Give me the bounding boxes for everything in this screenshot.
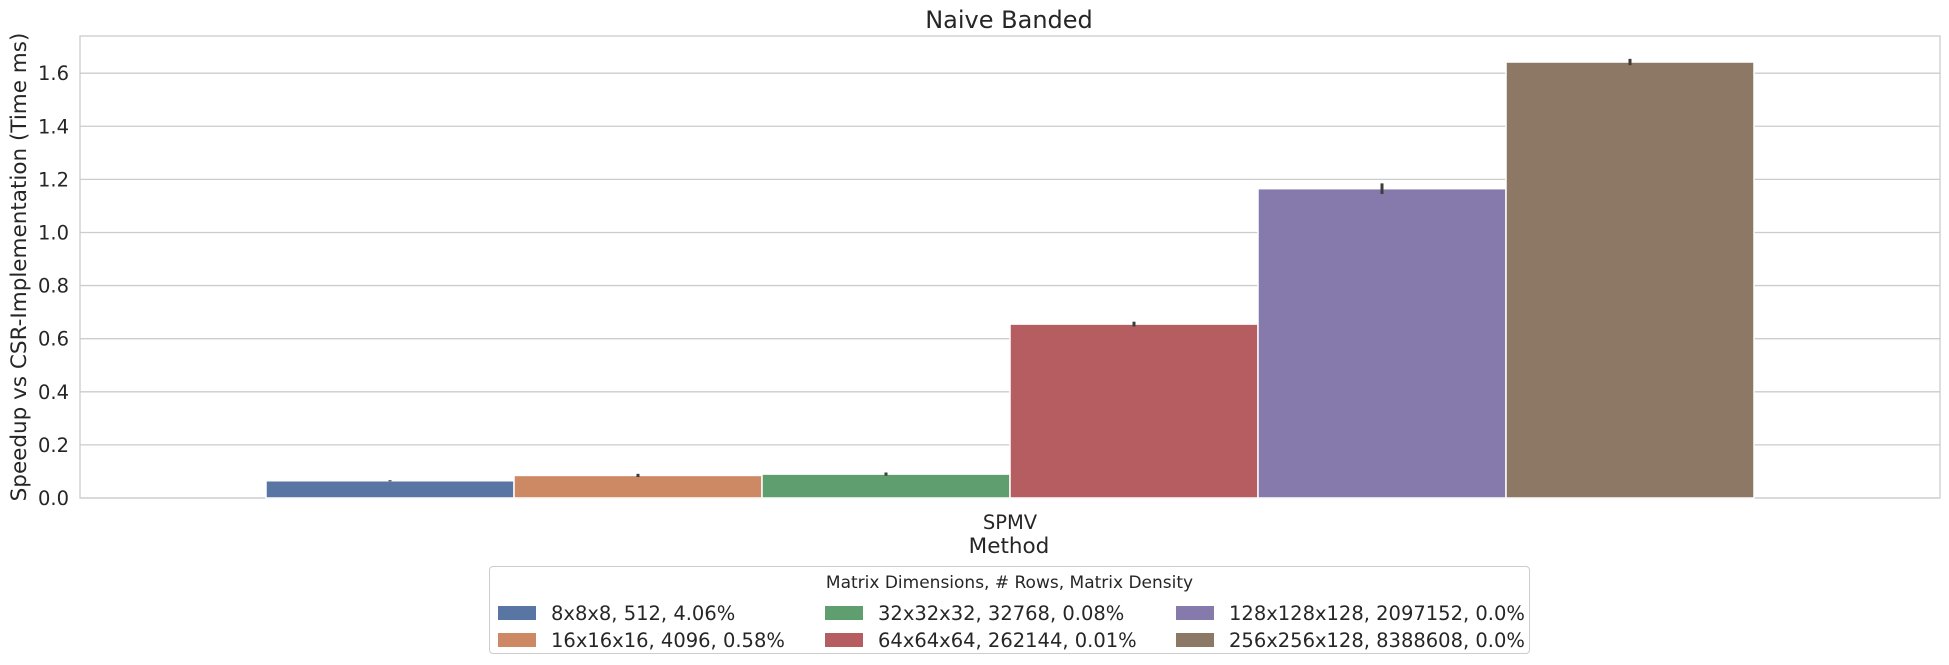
legend-swatch	[1176, 633, 1214, 647]
y-tick-labels: 0.0 0.2 0.4 0.6 0.8 1.0 1.2 1.4 1.6	[38, 62, 69, 510]
bar-series-4	[1009, 323, 1259, 499]
x-axis-label: Method	[969, 534, 1050, 559]
legend-swatch	[825, 633, 863, 647]
legend-item: 128x128x128, 2097152, 0.0%	[1176, 601, 1525, 625]
y-tick-label: 0.4	[38, 381, 69, 404]
x-tick-label: SPMV	[983, 511, 1038, 534]
y-tick-label: 0.0	[38, 487, 69, 510]
legend-label: 8x8x8, 512, 4.06%	[551, 601, 736, 625]
legend-item: 8x8x8, 512, 4.06%	[498, 601, 735, 625]
legend-label: 64x64x64, 262144, 0.01%	[878, 628, 1137, 652]
bars	[265, 61, 1755, 499]
bar-series-2	[513, 474, 763, 499]
y-tick-label: 1.2	[38, 168, 69, 191]
legend-item: 16x16x16, 4096, 0.58%	[498, 628, 785, 652]
legend-item: 256x256x128, 8388608, 0.0%	[1176, 628, 1525, 652]
legend-swatch	[1176, 606, 1214, 620]
grid-lines	[80, 72, 1940, 499]
bar-series-5	[1257, 187, 1507, 499]
chart-title: Naive Banded	[925, 6, 1093, 34]
legend-swatch	[825, 606, 863, 620]
legend-swatch	[498, 633, 536, 647]
y-tick-label: 1.4	[38, 115, 69, 138]
legend: Matrix Dimensions, # Rows, Matrix Densit…	[489, 566, 1530, 654]
y-tick-label: 0.6	[38, 328, 69, 351]
legend-title: Matrix Dimensions, # Rows, Matrix Densit…	[825, 573, 1194, 593]
legend-item: 32x32x32, 32768, 0.08%	[825, 601, 1124, 625]
x-tick-labels: SPMV	[983, 511, 1038, 534]
legend-label: 128x128x128, 2097152, 0.0%	[1229, 601, 1525, 625]
y-tick-label: 1.0	[38, 221, 69, 244]
y-tick-label: 0.2	[38, 434, 69, 457]
legend-swatch	[498, 606, 536, 620]
bar-series-3	[761, 473, 1011, 499]
bar-series-1	[265, 479, 515, 499]
y-tick-label: 0.8	[38, 275, 69, 298]
error-bars	[388, 58, 1632, 482]
legend-label: 32x32x32, 32768, 0.08%	[878, 601, 1125, 625]
y-tick-label: 1.6	[38, 62, 69, 85]
y-axis-label: Speedup vs CSR-Implementation (Time ms)	[7, 33, 32, 502]
legend-label: 16x16x16, 4096, 0.58%	[551, 628, 785, 652]
bar-series-6	[1505, 61, 1755, 499]
legend-label: 256x256x128, 8388608, 0.0%	[1229, 628, 1525, 652]
legend-item: 64x64x64, 262144, 0.01%	[825, 628, 1137, 652]
